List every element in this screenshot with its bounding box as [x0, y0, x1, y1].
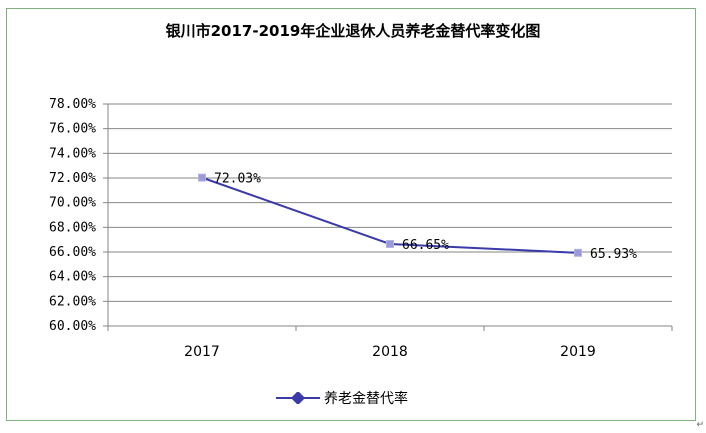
y-tick-label: 60.00%	[49, 319, 96, 334]
y-tick-label: 78.00%	[49, 97, 96, 112]
y-tick-label: 64.00%	[49, 270, 96, 285]
data-label: 72.03%	[214, 172, 261, 187]
data-point	[574, 248, 582, 257]
data-label: 65.93%	[590, 247, 637, 262]
y-tick-label: 62.00%	[49, 294, 96, 309]
y-tick-label: 70.00%	[49, 196, 96, 211]
data-point	[198, 173, 206, 182]
y-tick-label: 72.00%	[49, 171, 96, 186]
legend: 养老金替代率	[276, 388, 408, 408]
legend-line-marker	[276, 392, 320, 404]
y-tick-label: 68.00%	[49, 220, 96, 235]
y-tick-label: 66.00%	[49, 245, 96, 260]
chart-title: 银川市2017-2019年企业退休人员养老金替代率变化图	[165, 22, 541, 40]
return-mark: ↵	[696, 420, 704, 430]
x-tick-label: 2018	[372, 344, 408, 360]
data-label: 66.65%	[402, 238, 449, 253]
legend-label: 养老金替代率	[324, 391, 408, 407]
x-tick-label: 2017	[184, 344, 220, 360]
x-tick-label: 2019	[560, 344, 596, 360]
chart-frame	[6, 8, 696, 421]
y-tick-label: 74.00%	[49, 146, 96, 161]
data-point	[386, 239, 394, 248]
y-tick-label: 76.00%	[49, 122, 96, 137]
